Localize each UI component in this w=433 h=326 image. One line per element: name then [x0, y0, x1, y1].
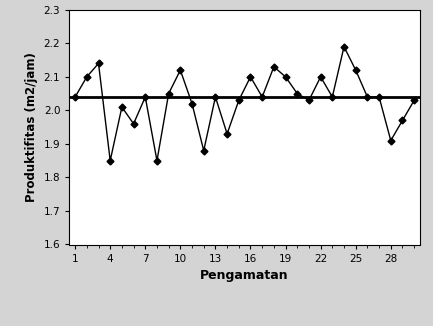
Keseluruhan [353, 68, 359, 72]
Keseluruhan [248, 75, 253, 79]
Keseluruhan [388, 139, 394, 142]
Keseluruhan [84, 75, 90, 79]
Keseluruhan [119, 105, 125, 109]
Line: Keseluruhan: Keseluruhan [73, 44, 417, 163]
Keseluruhan [178, 68, 183, 72]
Keseluruhan [411, 98, 417, 102]
Keseluruhan [143, 95, 148, 99]
Keseluruhan [131, 122, 136, 126]
Keseluruhan [341, 45, 346, 49]
Keseluruhan [330, 95, 335, 99]
X-axis label: Pengamatan: Pengamatan [200, 269, 289, 282]
Keseluruhan [73, 95, 78, 99]
Keseluruhan [365, 95, 370, 99]
Rata-rata [61, 95, 66, 99]
Keseluruhan [400, 118, 405, 122]
Keseluruhan [294, 92, 300, 96]
Keseluruhan [236, 98, 242, 102]
Keseluruhan [213, 95, 218, 99]
Keseluruhan [271, 65, 276, 69]
Keseluruhan [96, 62, 101, 66]
Keseluruhan [377, 95, 382, 99]
Keseluruhan [224, 132, 229, 136]
Rata-rata [73, 95, 78, 99]
Y-axis label: Produktifitas (m2/jam): Produktifitas (m2/jam) [25, 52, 38, 202]
Keseluruhan [154, 159, 159, 163]
Keseluruhan [190, 102, 195, 106]
Keseluruhan [201, 149, 206, 153]
Keseluruhan [260, 95, 265, 99]
Keseluruhan [107, 159, 113, 163]
Keseluruhan [283, 75, 288, 79]
Keseluruhan [166, 92, 171, 96]
Keseluruhan [307, 98, 312, 102]
Keseluruhan [318, 75, 323, 79]
